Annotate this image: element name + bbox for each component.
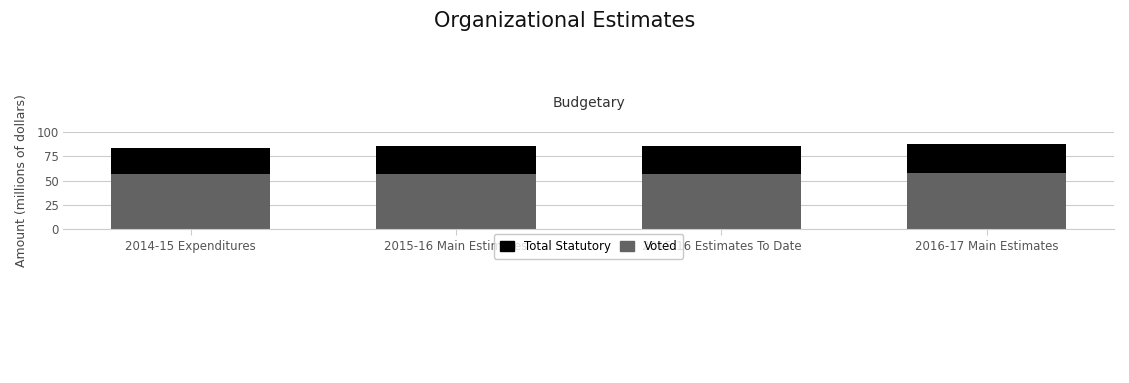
Title: Budgetary: Budgetary xyxy=(552,96,625,110)
Bar xyxy=(111,147,270,174)
Bar xyxy=(907,173,1066,229)
Bar xyxy=(376,174,535,229)
Bar xyxy=(641,174,800,229)
Bar xyxy=(376,146,535,174)
Bar xyxy=(907,144,1066,173)
Text: Organizational Estimates: Organizational Estimates xyxy=(434,11,695,31)
Bar xyxy=(111,174,270,229)
Bar xyxy=(641,146,800,174)
Legend: Total Statutory, Voted: Total Statutory, Voted xyxy=(495,234,683,259)
Y-axis label: Amount (millions of dollars): Amount (millions of dollars) xyxy=(15,94,28,267)
